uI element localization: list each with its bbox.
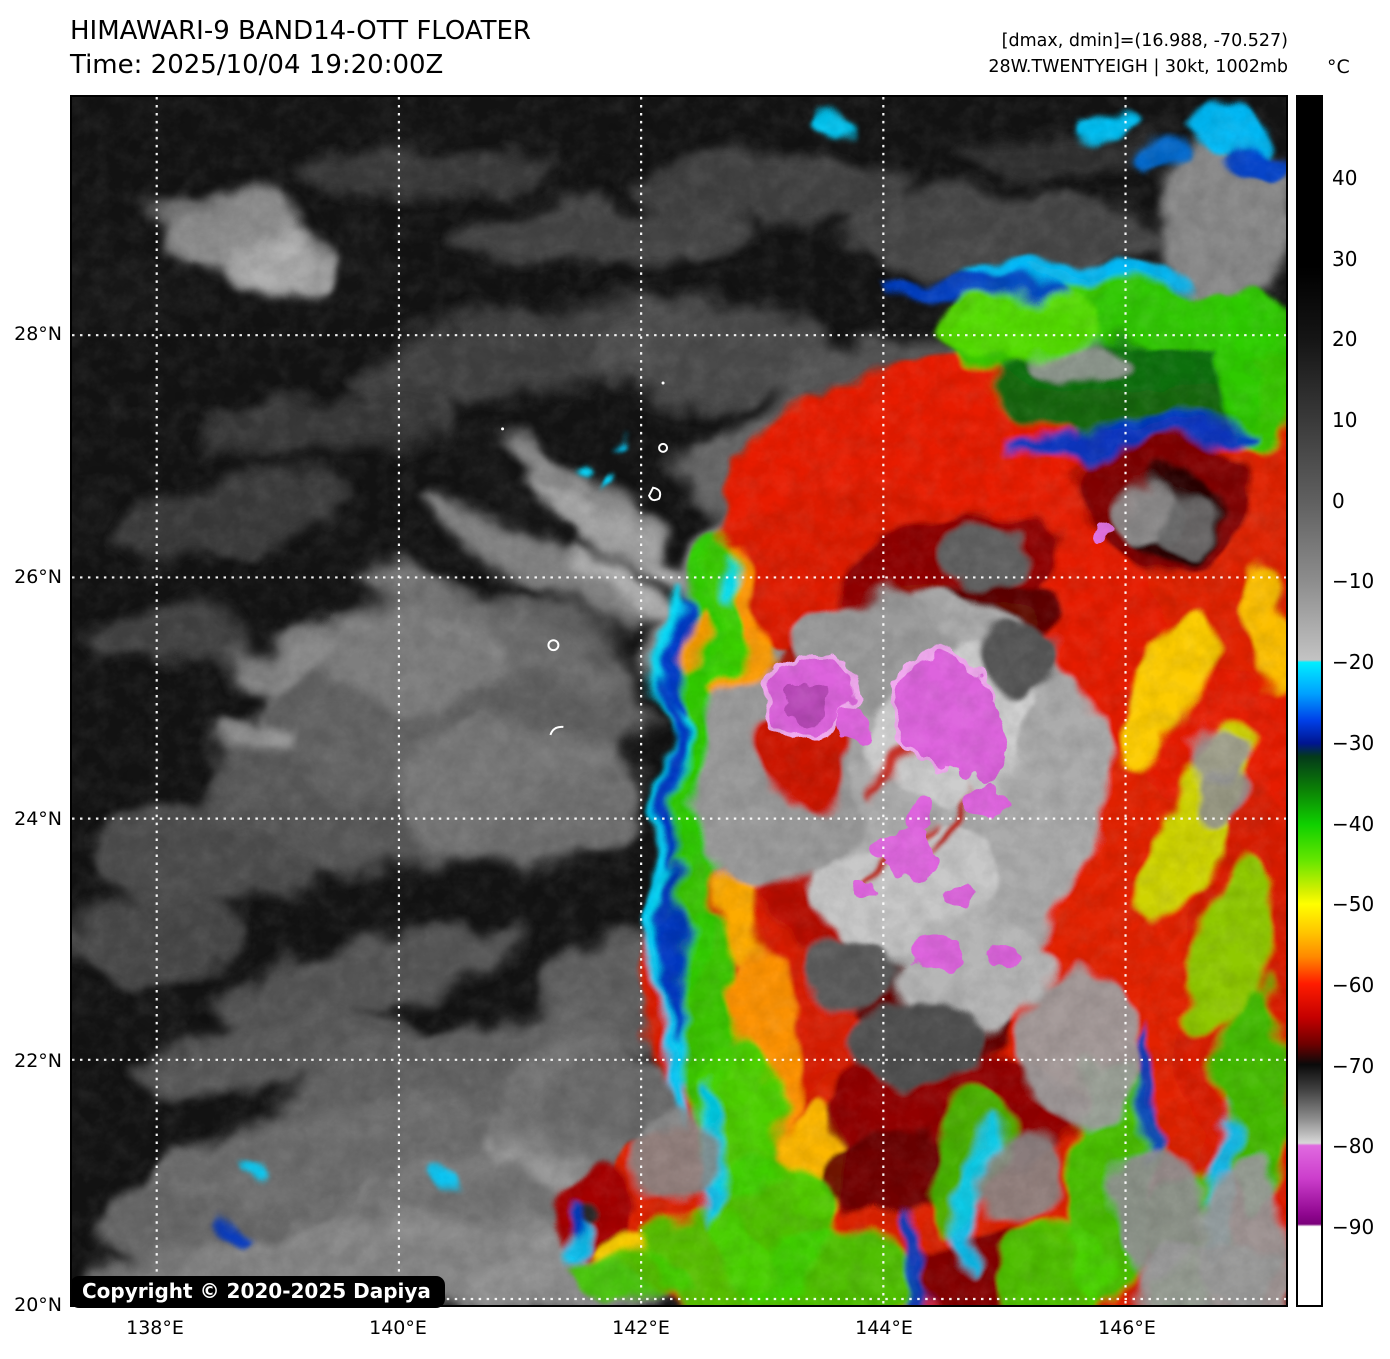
copyright-badge: Copyright © 2020-2025 Dapiya xyxy=(70,1276,445,1308)
timestamp: Time: 2025/10/04 19:20:00Z xyxy=(70,50,444,80)
colorbar-tick-label: 0 xyxy=(1332,489,1345,513)
colorbar-tick-label: 30 xyxy=(1332,247,1358,271)
lon-tick-label: 146°E xyxy=(1098,1317,1156,1339)
colorbar-tick-label: −50 xyxy=(1332,892,1375,916)
gridlines xyxy=(72,97,1286,1305)
colorbar-tick-label: −70 xyxy=(1332,1054,1375,1078)
colorbar xyxy=(1296,95,1323,1307)
colorbar-tick-label: −20 xyxy=(1332,650,1375,674)
colorbar-tick-label: 40 xyxy=(1332,166,1358,190)
lat-tick-label: 22°N xyxy=(14,1050,62,1072)
colorbar-tick-label: 10 xyxy=(1332,408,1358,432)
lon-tick-label: 144°E xyxy=(855,1317,913,1339)
colorbar-tick-label: −60 xyxy=(1332,973,1375,997)
colorbar-tick-label: −30 xyxy=(1332,731,1375,755)
lon-tick-label: 142°E xyxy=(612,1317,670,1339)
colorbar-tick-label: −80 xyxy=(1332,1134,1375,1158)
coastline-marks xyxy=(501,381,669,736)
page-title: HIMAWARI-9 BAND14-OTT FLOATER xyxy=(70,16,531,46)
colorbar-tick-label: 20 xyxy=(1332,327,1358,351)
lon-tick-label: 138°E xyxy=(126,1317,184,1339)
satellite-image xyxy=(72,97,1286,1305)
lat-tick-label: 20°N xyxy=(14,1294,62,1316)
colorbar-tick-label: −10 xyxy=(1332,569,1375,593)
storm-label: 28W.TWENTYEIGH | 30kt, 1002mb xyxy=(988,57,1288,77)
satellite-map xyxy=(70,95,1288,1307)
lon-tick-label: 140°E xyxy=(369,1317,427,1339)
lat-tick-label: 24°N xyxy=(14,808,62,830)
colorbar-tick-label: −40 xyxy=(1332,812,1375,836)
dmax-dmin-label: [dmax, dmin]=(16.988, -70.527) xyxy=(1001,31,1288,51)
colorbar-unit-label: °C xyxy=(1327,56,1350,78)
lat-tick-label: 28°N xyxy=(14,323,62,345)
lat-tick-label: 26°N xyxy=(14,566,62,588)
colorbar-tick-label: −90 xyxy=(1332,1215,1375,1239)
